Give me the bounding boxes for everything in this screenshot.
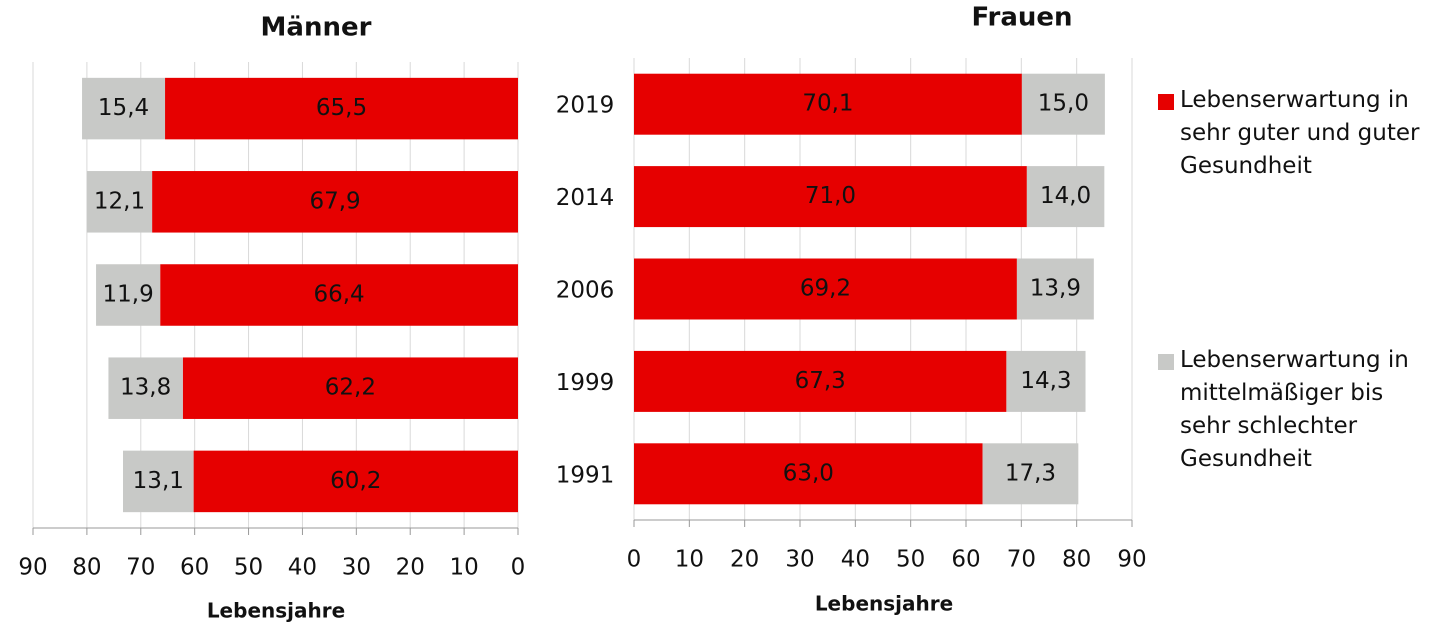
legend-swatch bbox=[1158, 354, 1174, 370]
bar-segment bbox=[634, 73, 1022, 135]
value-label: 65,5 bbox=[316, 95, 367, 121]
bar-segment bbox=[86, 171, 153, 233]
bar-segment bbox=[193, 450, 519, 513]
bar-segment bbox=[634, 258, 1017, 320]
x-tick-label: 30 bbox=[785, 547, 814, 573]
category-label: 2019 bbox=[556, 93, 615, 119]
x-tick-label: 90 bbox=[18, 555, 47, 581]
value-label: 13,1 bbox=[133, 468, 184, 494]
x-tick-label: 50 bbox=[234, 555, 263, 581]
category-label: 2014 bbox=[556, 185, 615, 211]
x-tick-label: 70 bbox=[126, 555, 155, 581]
bar-segment bbox=[634, 443, 983, 505]
x-tick-label: 40 bbox=[841, 547, 870, 573]
legend-swatch bbox=[1158, 94, 1174, 110]
value-label: 63,0 bbox=[783, 460, 834, 486]
bar-segment bbox=[160, 264, 518, 326]
bar-segment bbox=[1016, 258, 1094, 320]
x-tick-label: 0 bbox=[627, 547, 642, 573]
x-tick-label: 30 bbox=[342, 555, 371, 581]
value-label: 67,3 bbox=[795, 368, 846, 394]
bar-segment bbox=[1021, 73, 1105, 135]
chart-title: Männer bbox=[261, 13, 372, 43]
value-label: 14,0 bbox=[1040, 183, 1091, 209]
bar-segment bbox=[96, 264, 161, 326]
bar-segment bbox=[182, 357, 519, 419]
x-tick-label: 10 bbox=[449, 555, 478, 581]
x-tick-label: 80 bbox=[72, 555, 101, 581]
x-tick-label: 80 bbox=[1062, 547, 1091, 573]
bar-segment bbox=[982, 443, 1079, 505]
x-axis-label: Lebensjahre bbox=[207, 599, 345, 623]
value-label: 14,3 bbox=[1020, 368, 1071, 394]
x-tick-label: 90 bbox=[1117, 547, 1146, 573]
bar-segment bbox=[152, 171, 518, 233]
bar-segment bbox=[82, 77, 166, 140]
bar-segment bbox=[165, 77, 518, 140]
value-label: 12,1 bbox=[94, 188, 145, 214]
category-label: 1991 bbox=[556, 462, 615, 488]
chart-title: Frauen bbox=[971, 3, 1072, 33]
value-label: 66,4 bbox=[313, 282, 364, 308]
value-label: 69,2 bbox=[800, 276, 851, 302]
value-label: 67,9 bbox=[309, 188, 360, 214]
x-tick-label: 20 bbox=[396, 555, 425, 581]
x-tick-label: 60 bbox=[180, 555, 209, 581]
value-label: 11,9 bbox=[103, 282, 154, 308]
bar-segment bbox=[122, 450, 194, 513]
legend-label: Lebenserwartung in sehr guter und guter … bbox=[1180, 87, 1420, 179]
value-label: 70,1 bbox=[802, 91, 853, 117]
x-tick-label: 70 bbox=[1007, 547, 1036, 573]
x-axis-label: Lebensjahre bbox=[815, 592, 953, 616]
x-tick-label: 10 bbox=[675, 547, 704, 573]
category-label: 2006 bbox=[556, 278, 615, 304]
bar-segment bbox=[634, 166, 1027, 228]
bar-segment bbox=[108, 357, 183, 419]
value-label: 15,0 bbox=[1038, 91, 1089, 117]
x-tick-label: 60 bbox=[951, 547, 980, 573]
bar-segment bbox=[634, 350, 1007, 412]
legend-label: Lebenserwartung in mittelmäßiger bis seh… bbox=[1180, 347, 1409, 472]
value-label: 15,4 bbox=[98, 95, 149, 121]
bar-segment bbox=[1006, 350, 1086, 412]
x-tick-label: 50 bbox=[896, 547, 925, 573]
category-label: 1999 bbox=[556, 370, 615, 396]
value-label: 17,3 bbox=[1005, 460, 1056, 486]
value-label: 62,2 bbox=[325, 375, 376, 401]
x-tick-label: 20 bbox=[730, 547, 759, 573]
x-tick-label: 40 bbox=[288, 555, 317, 581]
value-label: 13,8 bbox=[120, 375, 171, 401]
bar-segment bbox=[1026, 166, 1105, 228]
value-label: 71,0 bbox=[805, 183, 856, 209]
value-label: 13,9 bbox=[1030, 276, 1081, 302]
value-label: 60,2 bbox=[330, 468, 381, 494]
x-tick-label: 0 bbox=[511, 555, 526, 581]
